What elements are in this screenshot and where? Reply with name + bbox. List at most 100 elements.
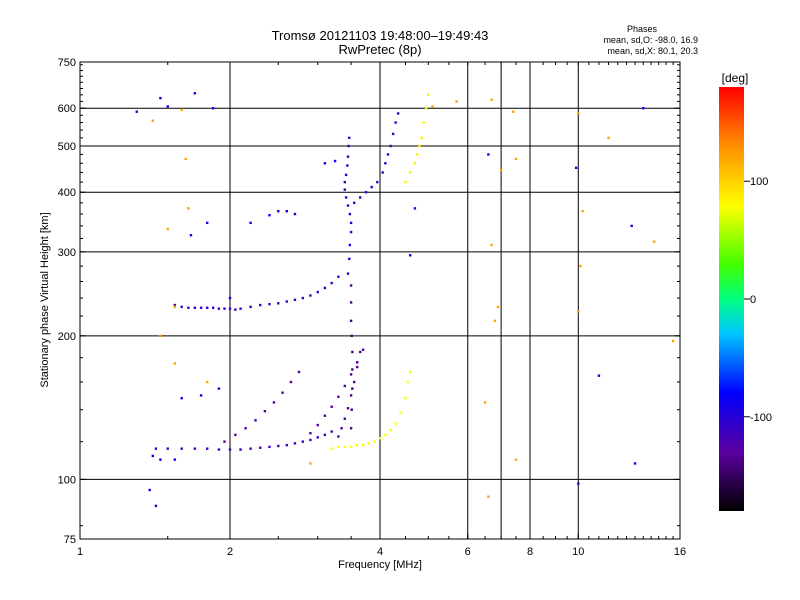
echo-point: [483, 401, 487, 404]
echo-point: [409, 254, 412, 257]
echo-point: [493, 319, 497, 323]
echo-point: [399, 411, 402, 414]
echo-point: [349, 319, 353, 323]
echo-point: [187, 306, 190, 309]
echo-point: [349, 221, 353, 225]
echo-point: [184, 157, 187, 161]
echo-point: [348, 243, 352, 247]
echo-point: [364, 191, 368, 194]
echo-point: [348, 136, 351, 140]
echo-point: [151, 454, 155, 458]
echo-point: [349, 284, 353, 287]
trace-7: [349, 284, 354, 430]
echo-point: [330, 447, 333, 450]
echo-point: [337, 435, 340, 438]
y-axis-ticks: 75 100 200 300 400 500 600 750: [58, 57, 680, 546]
echo-point: [309, 431, 312, 435]
trace-9: [404, 93, 430, 184]
echo-point: [409, 171, 412, 174]
echo-point: [173, 305, 177, 309]
echo-point: [205, 380, 209, 384]
echo-point: [633, 462, 637, 465]
echo-point: [350, 408, 353, 411]
echo-point: [316, 423, 319, 427]
echo-point: [343, 384, 347, 388]
trace-2: [343, 136, 353, 275]
echo-point: [199, 306, 203, 309]
echo-point: [263, 409, 267, 413]
echo-point: [293, 298, 297, 301]
echo-point: [228, 296, 232, 300]
echo-point: [355, 365, 359, 369]
echo-point: [490, 98, 493, 101]
echo-point: [349, 373, 353, 376]
echo-point: [323, 162, 327, 165]
echo-point: [422, 121, 426, 124]
echo-point: [490, 243, 493, 247]
echo-point: [217, 448, 221, 451]
stats-title: Phases: [627, 24, 658, 34]
y-tick-label: 400: [58, 187, 76, 199]
echo-point: [577, 310, 580, 313]
colorbar-label: [deg]: [722, 71, 749, 85]
echo-point: [343, 445, 347, 449]
echo-point: [272, 401, 276, 404]
echo-point: [358, 350, 362, 354]
echo-point: [293, 212, 297, 216]
echo-point: [346, 155, 350, 158]
echo-point: [337, 445, 340, 449]
trace-6: [337, 350, 362, 438]
echo-point: [384, 162, 387, 165]
echo-point: [180, 108, 183, 112]
x-tick-label: 10: [572, 546, 584, 558]
echo-point: [355, 361, 359, 364]
echo-point: [349, 445, 353, 449]
echo-point: [409, 370, 412, 374]
echo-point: [349, 394, 353, 397]
echo-point: [496, 305, 500, 309]
echo-point: [597, 374, 601, 377]
echo-point: [180, 305, 183, 309]
echo-point: [333, 159, 337, 163]
echo-point: [367, 442, 371, 445]
echo-point: [239, 448, 242, 451]
echo-point: [223, 440, 226, 443]
echo-point: [577, 482, 580, 485]
echo-point: [159, 334, 162, 338]
echo-point: [259, 446, 262, 449]
echo-point: [285, 443, 288, 447]
echo-point: [394, 121, 397, 124]
echo-point: [180, 447, 183, 450]
echo-point: [391, 132, 395, 136]
y-tick-label: 75: [64, 534, 76, 546]
y-tick-label: 300: [58, 247, 76, 259]
echo-point: [323, 433, 327, 437]
echo-point: [352, 201, 356, 205]
echo-point: [358, 196, 362, 199]
echo-point: [577, 112, 580, 115]
y-tick-label: 500: [58, 141, 76, 153]
echo-point: [205, 221, 209, 225]
echo-point: [499, 168, 503, 172]
echo-point: [330, 405, 333, 408]
echo-point: [173, 303, 177, 307]
echo-point: [349, 427, 353, 430]
echo-point: [211, 107, 215, 110]
echo-point: [427, 93, 430, 97]
echo-point: [455, 100, 458, 103]
echo-point: [173, 362, 177, 365]
trace-0: [154, 430, 333, 451]
y-tick-label: 600: [58, 103, 76, 115]
echo-point: [574, 166, 578, 170]
echo-point: [187, 207, 190, 210]
echo-point: [268, 302, 271, 306]
echo-point: [607, 136, 610, 140]
echo-point: [301, 440, 305, 443]
echo-point: [301, 296, 305, 300]
x-tick-label: 2: [227, 546, 233, 558]
echo-point: [514, 458, 518, 461]
colorbar: [719, 87, 744, 511]
echo-point: [277, 302, 280, 305]
